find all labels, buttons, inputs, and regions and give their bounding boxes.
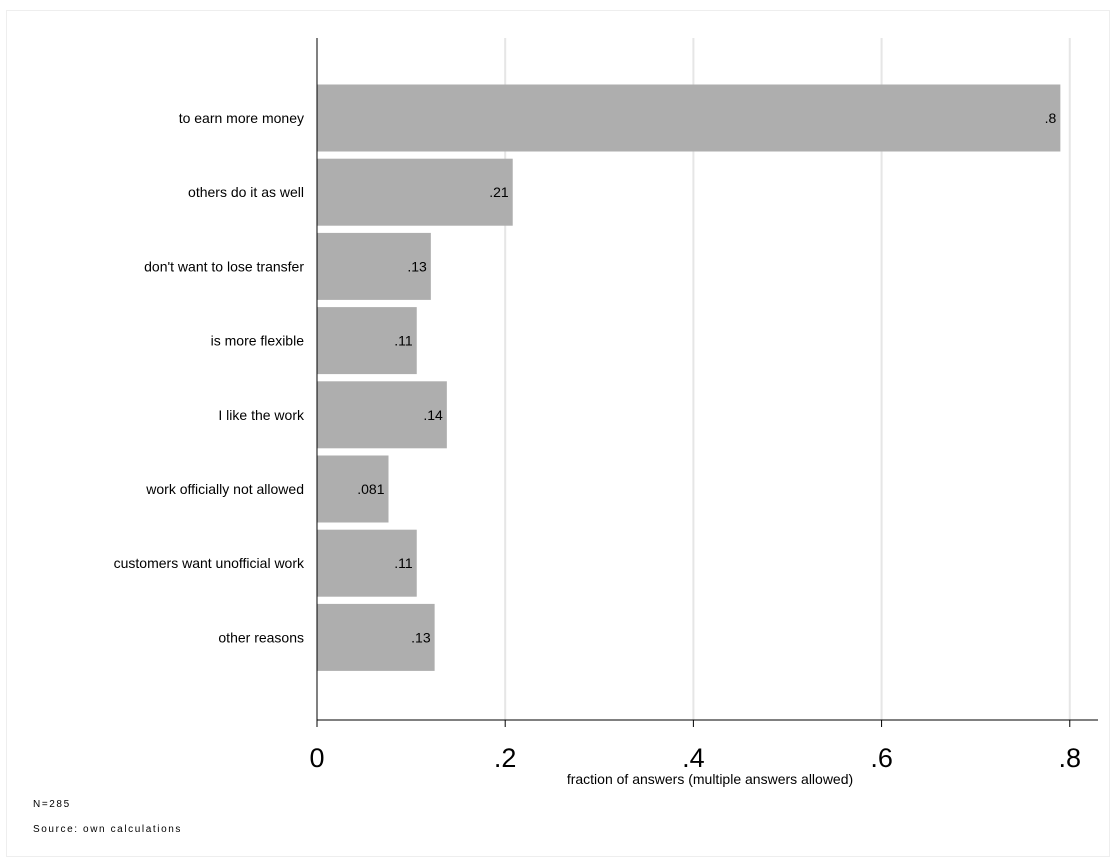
- value-label: .21: [489, 184, 509, 200]
- bar: [317, 455, 389, 523]
- x-tick-label: .6: [870, 743, 893, 773]
- bar: [317, 529, 417, 597]
- category-label: others do it as well: [188, 184, 304, 200]
- bar: [317, 381, 447, 449]
- value-label: .11: [394, 555, 413, 571]
- value-label: .14: [423, 407, 443, 423]
- gridlines: [504, 38, 1071, 720]
- x-tick-label: 0: [309, 743, 324, 773]
- x-ticks: 0 .2 .4 .6 .8: [309, 720, 1081, 773]
- category-label: I like the work: [218, 407, 305, 423]
- bar: [317, 307, 417, 375]
- category-label: is more flexible: [211, 333, 305, 349]
- category-label: to earn more money: [179, 110, 304, 126]
- chart-frame: [6, 10, 1110, 857]
- bar: [317, 84, 1061, 152]
- value-label: .13: [407, 258, 427, 274]
- value-label: .8: [1045, 110, 1057, 126]
- x-tick-label: .2: [494, 743, 517, 773]
- x-axis-title: fraction of answers (multiple answers al…: [567, 771, 853, 787]
- bar: [317, 232, 431, 300]
- bar: [317, 158, 513, 226]
- x-tick-label: .4: [682, 743, 705, 773]
- x-tick-label: .8: [1059, 743, 1082, 773]
- sample-size-note: N=285: [33, 799, 71, 810]
- category-label: work officially not allowed: [145, 481, 304, 497]
- category-label: customers want unofficial work: [114, 555, 305, 571]
- value-label: .11: [394, 333, 413, 349]
- bars: to earn more money .8 others do it as well…: [114, 84, 1061, 671]
- category-label: other reasons: [218, 629, 304, 645]
- category-label: don't want to lose transfer: [144, 258, 304, 274]
- value-label: .081: [357, 481, 384, 497]
- bar: [317, 603, 435, 671]
- source-note: Source: own calculations: [33, 824, 183, 835]
- axes: [316, 38, 1098, 721]
- value-label: .13: [411, 629, 431, 645]
